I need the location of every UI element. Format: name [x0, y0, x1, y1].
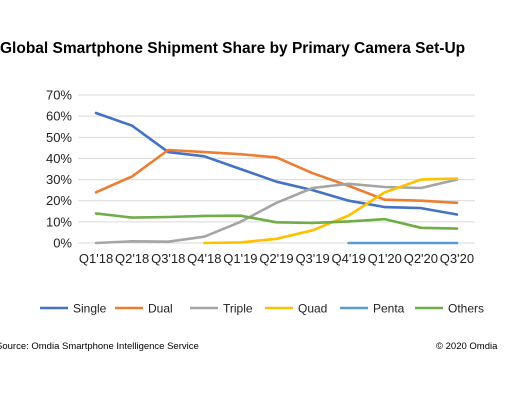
x-tick-label: Q1'20 — [368, 251, 402, 266]
x-tick-label: Q4'18 — [187, 251, 221, 266]
x-tick-label: Q2'20 — [404, 251, 438, 266]
y-tick-label: 20% — [46, 193, 72, 208]
y-tick-label: 10% — [46, 214, 72, 229]
series-line-triple — [94, 178, 459, 245]
x-tick-label: Q3'19 — [295, 251, 329, 266]
chart-title: Global Smartphone Shipment Share by Prim… — [0, 40, 466, 57]
legend-label-quad: Quad — [298, 302, 327, 316]
x-tick-label: Q1'19 — [223, 251, 257, 266]
series-line-single — [94, 111, 459, 216]
y-tick-label: 60% — [46, 109, 72, 124]
legend-label-dual: Dual — [148, 302, 173, 316]
source-note: Source: Omdia Smartphone Intelligence Se… — [0, 341, 199, 352]
x-tick-label: Q3'18 — [151, 251, 185, 266]
legend-label-single: Single — [73, 302, 107, 316]
series-line-dual — [94, 148, 459, 205]
y-tick-label: 40% — [46, 151, 72, 166]
x-tick-label: Q3'20 — [440, 251, 474, 266]
x-tick-label: Q4'19 — [332, 251, 366, 266]
y-tick-label: 0% — [53, 236, 72, 251]
copyright-note: © 2020 Omdia — [436, 341, 498, 352]
y-tick-label: 50% — [46, 130, 72, 145]
x-tick-label: Q1'18 — [79, 251, 113, 266]
x-tick-label: Q2'18 — [115, 251, 149, 266]
y-tick-label: 70% — [46, 88, 72, 103]
legend-label-others: Others — [448, 302, 484, 316]
y-tick-label: 30% — [46, 172, 72, 187]
series-line-others — [94, 212, 459, 230]
legend-label-penta: Penta — [373, 302, 405, 316]
legend-label-triple: Triple — [223, 302, 253, 316]
x-tick-label: Q2'19 — [259, 251, 293, 266]
